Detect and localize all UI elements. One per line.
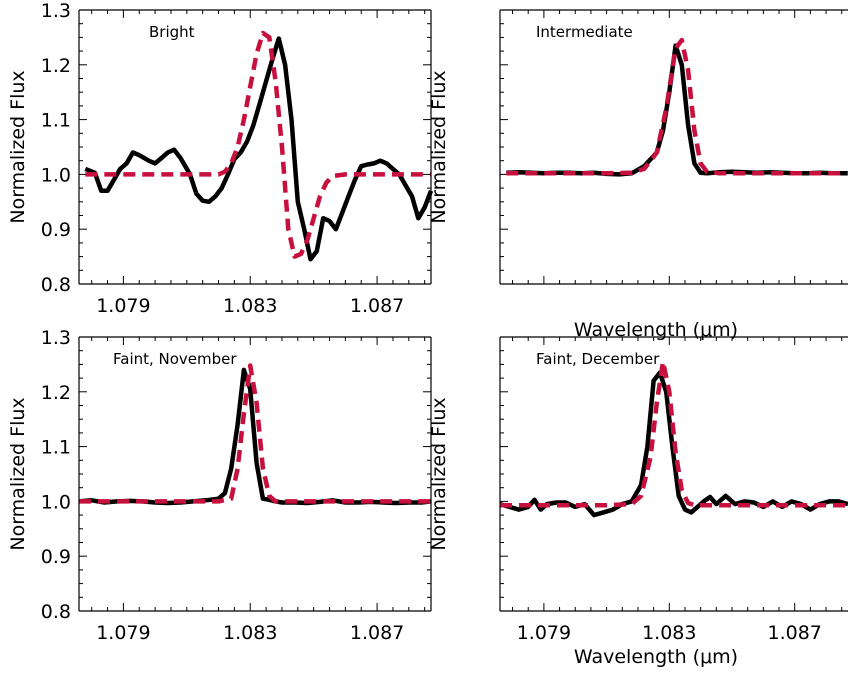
y-tick-label: 1.2 [41,382,71,404]
y-axis-label: Normalized Flux [7,70,29,223]
panel-title: Intermediate [536,23,633,41]
data-line [84,36,434,262]
chart-panel: 0.8 0.9 1.0 1.1 1.2 1.3 1.079 1.083 1.087 Faint, … [7,327,432,644]
chart-panel: 1.079 1.083 1.087 Faint, December Normalized… [428,336,848,668]
x-tick-label: 1.083 [642,622,696,644]
y-tick-label: 0.9 [41,546,71,568]
model-line [85,30,431,259]
panel-title: Faint, December [536,350,660,368]
model-line [500,359,848,508]
y-tick-label: 1.1 [41,110,71,132]
x-tick-label: 1.079 [517,622,571,644]
y-tick-label: 0.8 [41,274,71,296]
y-tick-label: 1.1 [41,437,71,459]
x-tick-label: 1.083 [223,622,277,644]
chart-panel: Intermediate Normalized Flux Wavelength (μ… [428,9,848,341]
y-tick-label: 1.2 [41,55,71,77]
y-axis-label: Normalized Flux [428,397,450,550]
x-tick-label: 1.087 [350,622,404,644]
model-line [506,37,848,176]
x-tick-label: 1.079 [96,295,150,317]
y-tick-label: 0.9 [41,219,71,241]
x-axis-label: Wavelength (μm) [574,646,738,668]
chart-panel: 0.8 0.9 1.0 1.1 1.2 1.3 1.079 1.083 1.087 Bright N… [7,0,434,317]
panel-title: Faint, November [113,350,237,368]
y-tick-label: 1.0 [41,491,71,513]
x-axis-label: Wavelength (μm) [574,319,738,341]
x-tick-label: 1.079 [96,622,150,644]
y-tick-label: 1.3 [41,327,71,349]
x-tick-label: 1.083 [223,295,277,317]
y-axis-label: Normalized Flux [7,397,29,550]
data-line [506,43,848,177]
x-tick-label: 1.087 [350,295,404,317]
x-tick-label: 1.087 [767,622,821,644]
y-tick-label: 0.8 [41,601,71,623]
y-axis-label: Normalized Flux [428,70,450,223]
y-tick-label: 1.0 [41,164,71,186]
y-tick-label: 1.3 [41,0,71,22]
panel-title: Bright [149,23,195,41]
